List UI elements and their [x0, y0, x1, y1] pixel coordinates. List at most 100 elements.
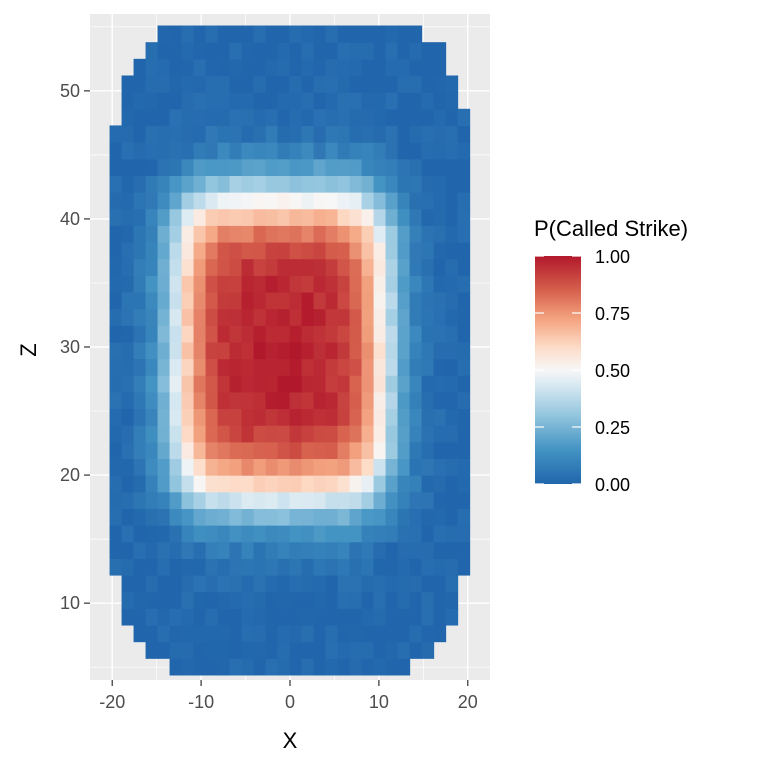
heatmap-cell: [433, 541, 447, 559]
heatmap-cell: [145, 375, 159, 393]
heatmap-cell: [421, 108, 435, 127]
heatmap-cell: [361, 108, 375, 127]
heatmap-cell: [325, 275, 339, 293]
heatmap-cell: [253, 325, 267, 343]
heatmap-cell: [229, 175, 243, 193]
heatmap-cell: [349, 658, 363, 676]
heatmap-cell: [373, 658, 387, 676]
heatmap-cell: [349, 175, 363, 193]
heatmap-cell: [325, 624, 339, 643]
heatmap-cell: [325, 75, 339, 93]
heatmap-cell: [397, 158, 411, 176]
heatmap-cell: [241, 225, 255, 243]
heatmap-cell: [445, 491, 459, 509]
heatmap-cell: [265, 375, 279, 393]
heatmap-cell: [109, 208, 123, 226]
heatmap-cell: [385, 325, 399, 343]
heatmap-cell: [409, 308, 423, 326]
heatmap-cell: [145, 608, 159, 626]
heatmap-cell: [253, 475, 267, 493]
heatmap-cell: [289, 58, 303, 77]
heatmap-cell: [241, 458, 255, 476]
heatmap-cell: [133, 125, 147, 143]
heatmap-cell: [169, 158, 183, 176]
heatmap-cell: [241, 291, 255, 310]
heatmap-cell: [313, 308, 327, 326]
heatmap-cell: [205, 258, 219, 276]
heatmap-cell: [433, 158, 447, 176]
heatmap-cell: [361, 308, 375, 326]
heatmap-cell: [325, 408, 339, 426]
heatmap-cell: [433, 591, 447, 609]
heatmap-cell: [229, 108, 243, 127]
heatmap-cell: [145, 458, 159, 476]
heatmap-cell: [373, 441, 387, 460]
heatmap-cell: [265, 125, 279, 143]
heatmap-cell: [397, 558, 411, 576]
heatmap-cell: [169, 591, 183, 609]
heatmap-cell: [433, 391, 447, 410]
heatmap-cell: [265, 508, 279, 526]
heatmap-cell: [205, 475, 219, 493]
heatmap-cell: [277, 108, 291, 127]
heatmap-cell: [301, 408, 315, 426]
heatmap-cell: [121, 608, 135, 626]
heatmap-cell: [385, 525, 399, 543]
heatmap-cell: [385, 258, 399, 276]
heatmap-cell: [181, 425, 195, 443]
heatmap-cell: [265, 591, 279, 609]
heatmap-cell: [433, 175, 447, 193]
heatmap-cell: [157, 75, 171, 93]
heatmap-cell: [445, 608, 459, 626]
heatmap-cell: [217, 541, 231, 559]
heatmap-cell: [421, 291, 435, 310]
heatmap-cell: [121, 275, 135, 293]
heatmap-cell: [145, 142, 159, 160]
heatmap-cell: [289, 175, 303, 193]
legend-tick-label: 1.00: [595, 247, 630, 267]
heatmap-cell: [157, 391, 171, 410]
heatmap-cell: [337, 58, 351, 77]
heatmap-cell: [277, 458, 291, 476]
heatmap-cell: [397, 108, 411, 127]
heatmap-cell: [217, 475, 231, 493]
heatmap-cell: [169, 258, 183, 276]
heatmap-cell: [217, 275, 231, 293]
heatmap-cell: [337, 192, 351, 210]
heatmap-cell: [181, 42, 195, 60]
heatmap-cell: [373, 225, 387, 243]
heatmap-cell: [217, 375, 231, 393]
heatmap-cell: [289, 125, 303, 143]
heatmap-cell: [313, 225, 327, 243]
heatmap-cell: [265, 241, 279, 260]
heatmap-cell: [313, 258, 327, 276]
heatmap-cell: [181, 158, 195, 176]
heatmap-cell: [277, 158, 291, 176]
heatmap-cell: [289, 508, 303, 526]
heatmap-cell: [313, 491, 327, 509]
heatmap-cell: [217, 25, 231, 43]
heatmap-cell: [133, 591, 147, 609]
heatmap-cell: [349, 208, 363, 226]
heatmap-cell: [301, 58, 315, 77]
heatmap-cell: [265, 92, 279, 110]
heatmap-cell: [457, 108, 471, 127]
heatmap-cell: [217, 125, 231, 143]
heatmap-cell: [361, 175, 375, 193]
heatmap-cell: [301, 491, 315, 509]
heatmap-cell: [181, 125, 195, 143]
heatmap-cell: [169, 608, 183, 626]
heatmap-cell: [265, 491, 279, 509]
heatmap-cell: [385, 574, 399, 593]
heatmap-cell: [265, 658, 279, 676]
heatmap-cell: [373, 92, 387, 110]
heatmap-cell: [433, 458, 447, 476]
heatmap-cell: [385, 241, 399, 260]
heatmap-cell: [109, 258, 123, 276]
heatmap-cell: [109, 541, 123, 559]
heatmap-cell: [145, 258, 159, 276]
heatmap-cell: [253, 658, 267, 676]
heatmap-cell: [205, 125, 219, 143]
heatmap-cell: [349, 591, 363, 609]
heatmap-cell: [409, 158, 423, 176]
